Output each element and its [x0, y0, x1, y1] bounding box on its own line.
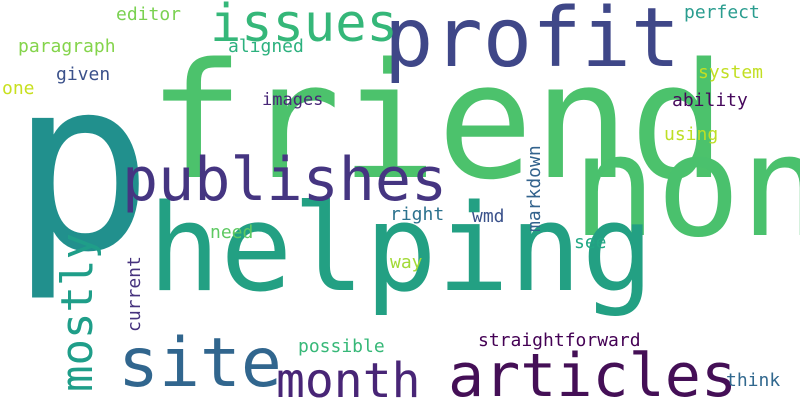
word-given: given [56, 64, 111, 85]
word-friend: friend [148, 28, 726, 215]
word-ability: ability [672, 90, 748, 111]
word-using: using [664, 124, 719, 145]
word-p: p [10, 28, 154, 305]
word-profit: profit [384, 0, 681, 86]
word-images: images [262, 90, 324, 110]
word-markdown: markdown [524, 145, 545, 232]
word-non: non [572, 106, 800, 269]
word-mostly: mostly [52, 233, 103, 392]
word-aligned: aligned [228, 36, 304, 57]
word-helping: helping [148, 180, 654, 319]
word-way: way [390, 252, 423, 273]
word-need: need [210, 222, 254, 243]
word-month: month [276, 353, 421, 400]
word-think: think [726, 370, 781, 391]
word-editor: editor [116, 4, 182, 25]
word-right: right [390, 204, 445, 225]
word-articles: articles [448, 341, 737, 400]
word-publishes: publishes [122, 145, 448, 215]
word-system: system [698, 62, 764, 83]
word-site: site [118, 324, 282, 400]
word-current: current [124, 256, 145, 332]
word-possible: possible [298, 336, 385, 357]
word-straightforward: straightforward [478, 330, 641, 351]
word-see: see [574, 232, 607, 253]
word-one: one [2, 78, 35, 99]
word-paragraph: paragraph [18, 36, 116, 57]
word-perfect: perfect [684, 2, 760, 23]
word-issues: issues [210, 0, 398, 54]
word-wmd: wmd [472, 206, 505, 227]
